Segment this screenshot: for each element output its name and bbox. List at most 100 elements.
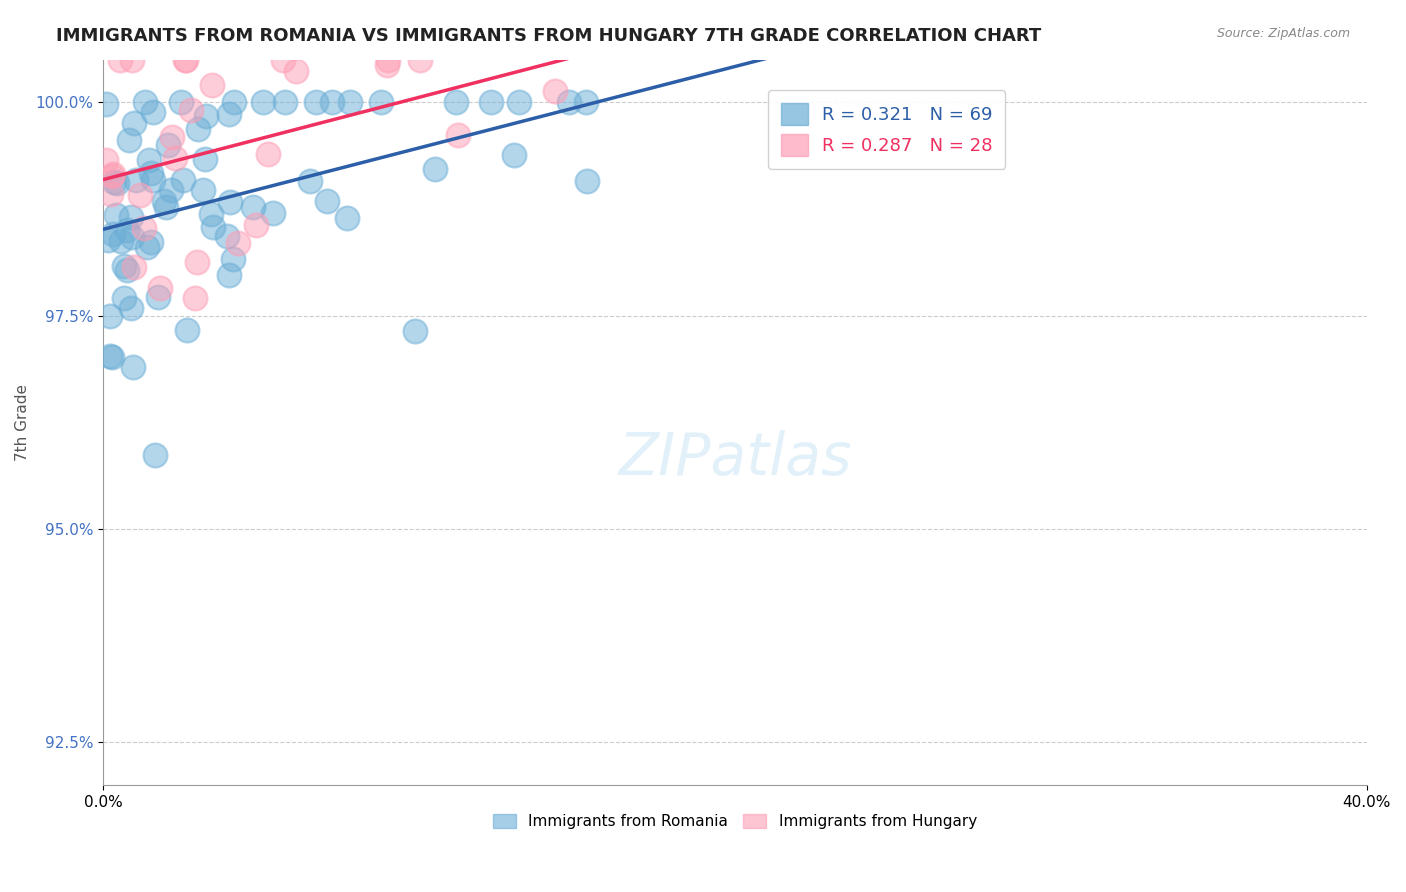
Point xyxy=(274,95,297,110)
Point xyxy=(191,183,214,197)
Point xyxy=(149,281,172,295)
Point xyxy=(163,151,186,165)
Point xyxy=(136,240,159,254)
Point xyxy=(222,95,245,110)
Point xyxy=(101,227,124,242)
Point xyxy=(184,291,207,305)
Point xyxy=(134,95,156,110)
Point xyxy=(121,230,143,244)
Point xyxy=(508,95,530,110)
Point xyxy=(110,235,132,249)
Point xyxy=(97,233,120,247)
Point xyxy=(186,254,208,268)
Point xyxy=(423,161,446,176)
Point xyxy=(108,53,131,67)
Point xyxy=(558,95,581,110)
Point xyxy=(447,128,470,142)
Point xyxy=(143,448,166,462)
Point xyxy=(245,218,267,232)
Point xyxy=(155,200,177,214)
Point xyxy=(121,53,143,67)
Point xyxy=(138,153,160,167)
Point xyxy=(124,260,146,274)
Point xyxy=(132,221,155,235)
Point xyxy=(125,173,148,187)
Point xyxy=(153,194,176,208)
Point xyxy=(544,84,567,98)
Point xyxy=(112,292,135,306)
Point xyxy=(409,53,432,67)
Point xyxy=(377,53,399,67)
Point xyxy=(120,301,142,315)
Point xyxy=(217,229,239,244)
Point xyxy=(218,107,240,121)
Point xyxy=(316,194,339,208)
Point xyxy=(100,350,122,364)
Point xyxy=(298,174,321,188)
Point xyxy=(503,148,526,162)
Point xyxy=(100,187,122,202)
Point xyxy=(176,323,198,337)
Point xyxy=(201,219,224,234)
Point xyxy=(218,268,240,282)
Point xyxy=(105,208,128,222)
Point xyxy=(336,211,359,226)
Point xyxy=(101,167,124,181)
Point xyxy=(174,53,197,67)
Point xyxy=(120,210,142,224)
Legend: Immigrants from Romania, Immigrants from Hungary: Immigrants from Romania, Immigrants from… xyxy=(486,808,983,836)
Point xyxy=(142,105,165,120)
Point xyxy=(129,187,152,202)
Point xyxy=(252,95,274,110)
Point xyxy=(103,175,125,189)
Point xyxy=(242,200,264,214)
Point xyxy=(139,166,162,180)
Point xyxy=(221,252,243,267)
Point xyxy=(479,95,502,110)
Point xyxy=(98,350,121,364)
Point xyxy=(201,78,224,92)
Point xyxy=(305,95,328,110)
Point xyxy=(160,130,183,145)
Point xyxy=(576,174,599,188)
Point xyxy=(98,310,121,324)
Point xyxy=(94,97,117,112)
Point xyxy=(271,53,294,67)
Text: ZIPatlas: ZIPatlas xyxy=(619,430,852,487)
Point xyxy=(101,169,124,183)
Point xyxy=(285,63,308,78)
Point xyxy=(187,122,209,136)
Point xyxy=(256,147,278,161)
Point xyxy=(194,152,217,166)
Point xyxy=(575,95,598,110)
Point xyxy=(157,138,180,153)
Point xyxy=(115,262,138,277)
Point xyxy=(195,109,218,123)
Point xyxy=(118,133,141,147)
Text: Source: ZipAtlas.com: Source: ZipAtlas.com xyxy=(1216,27,1350,40)
Point xyxy=(377,58,399,72)
Point xyxy=(115,223,138,237)
Point xyxy=(170,95,193,110)
Point xyxy=(122,360,145,375)
Point xyxy=(146,290,169,304)
Point xyxy=(142,173,165,187)
Point xyxy=(262,206,284,220)
Point xyxy=(172,173,194,187)
Point xyxy=(339,95,361,110)
Point xyxy=(107,177,129,191)
Y-axis label: 7th Grade: 7th Grade xyxy=(15,384,30,461)
Point xyxy=(226,235,249,250)
Point xyxy=(174,53,197,67)
Point xyxy=(444,95,467,110)
Point xyxy=(112,259,135,273)
Point xyxy=(321,95,343,110)
Point xyxy=(122,116,145,130)
Point xyxy=(404,324,426,338)
Text: IMMIGRANTS FROM ROMANIA VS IMMIGRANTS FROM HUNGARY 7TH GRADE CORRELATION CHART: IMMIGRANTS FROM ROMANIA VS IMMIGRANTS FR… xyxy=(56,27,1042,45)
Point xyxy=(160,183,183,197)
Point xyxy=(200,207,222,221)
Point xyxy=(370,95,392,110)
Point xyxy=(180,103,202,118)
Point xyxy=(96,153,118,167)
